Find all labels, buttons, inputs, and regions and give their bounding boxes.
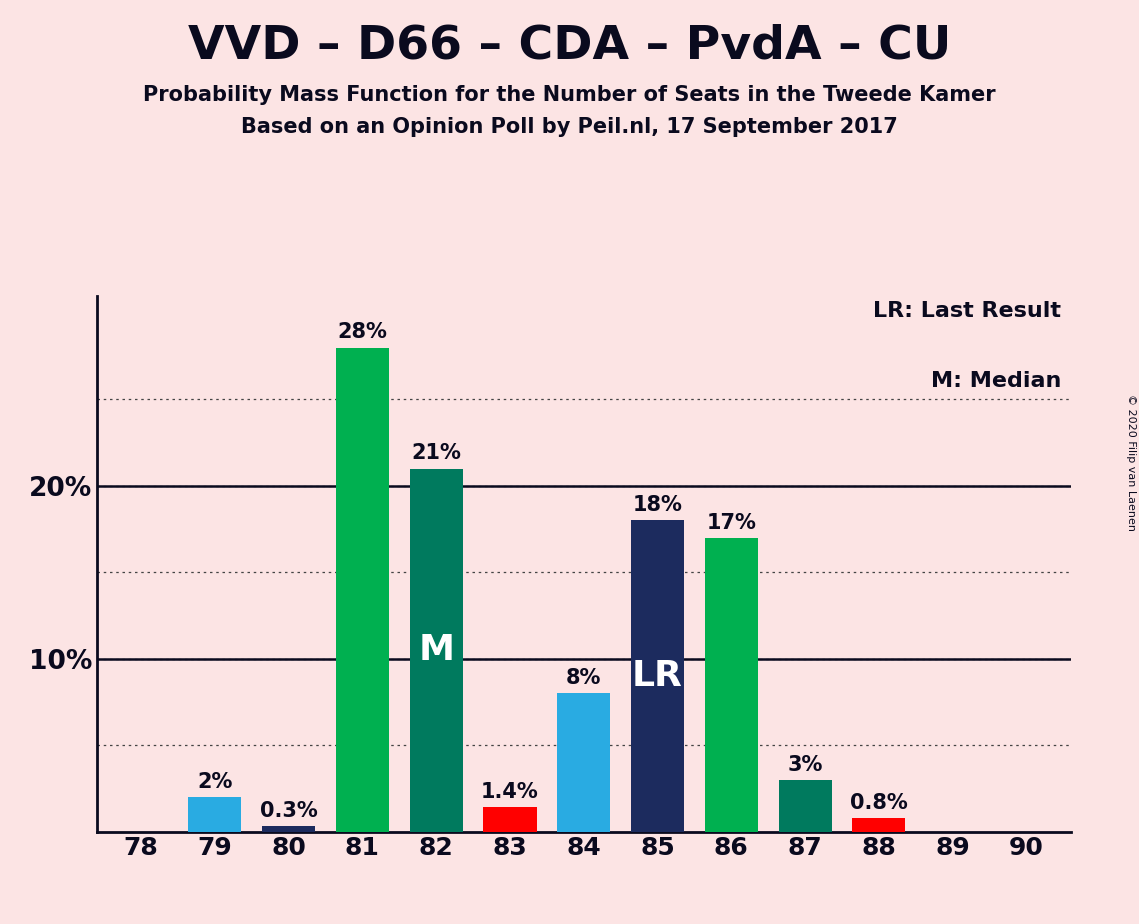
Bar (705, 538, 757, 832)
Bar (188, 797, 241, 832)
Bar (336, 347, 390, 832)
Text: 28%: 28% (337, 322, 387, 343)
Text: © 2020 Filip van Laenen: © 2020 Filip van Laenen (1126, 394, 1136, 530)
Text: LR: Last Result: LR: Last Result (872, 301, 1060, 321)
Text: 1.4%: 1.4% (481, 783, 539, 802)
Bar (631, 520, 685, 832)
Text: VVD – D66 – CDA – PvdA – CU: VVD – D66 – CDA – PvdA – CU (188, 23, 951, 68)
Bar (779, 780, 831, 832)
Text: Probability Mass Function for the Number of Seats in the Tweede Kamer: Probability Mass Function for the Number… (144, 85, 995, 105)
Text: LR: LR (632, 659, 683, 693)
Bar (262, 826, 316, 832)
Bar (852, 818, 906, 832)
Text: M: Median: M: Median (931, 371, 1060, 391)
Bar (483, 808, 536, 832)
Text: Based on an Opinion Poll by Peil.nl, 17 September 2017: Based on an Opinion Poll by Peil.nl, 17 … (241, 117, 898, 138)
Text: 0.8%: 0.8% (850, 793, 908, 812)
Text: 0.3%: 0.3% (260, 801, 318, 821)
Text: 8%: 8% (566, 668, 601, 688)
Text: 21%: 21% (411, 444, 461, 463)
Text: 2%: 2% (197, 772, 232, 792)
Text: 18%: 18% (632, 495, 682, 516)
Text: 3%: 3% (787, 755, 822, 774)
Bar (410, 468, 462, 832)
Bar (557, 693, 611, 832)
Text: M: M (418, 633, 454, 667)
Text: 17%: 17% (706, 513, 756, 532)
